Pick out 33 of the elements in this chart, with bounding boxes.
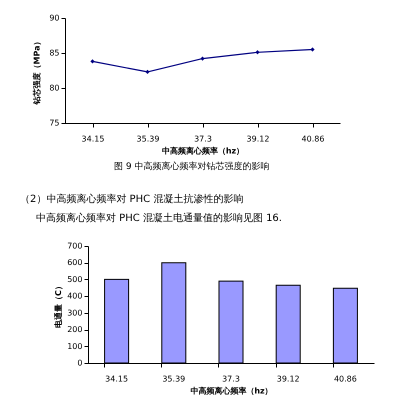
x-tick-label: 37.3 (222, 374, 240, 384)
y-tick-label: 500 (67, 274, 82, 284)
y-tick-label: 75 (49, 118, 60, 128)
y-tick-label: 200 (67, 325, 82, 334)
x-tick-label: 39.12 (276, 374, 300, 384)
x-tick-label: 34.15 (105, 374, 128, 384)
x-axis-title: 中高频离心频率（hz） (190, 386, 273, 396)
point (200, 56, 205, 61)
x-tick-label: 34.15 (82, 134, 104, 144)
y-axis-title: 电通量（C） (54, 282, 64, 328)
caption: 图 9 中高频离心频率对钻芯强度的影响 (114, 160, 270, 173)
x-axis-title: 中高频离心频率（hz） (162, 146, 244, 156)
y-tick-label: 0 (77, 358, 82, 368)
x-tick-label: 39.12 (246, 134, 270, 144)
x-tick-label: 40.86 (334, 374, 357, 384)
y-tick-label: 700 (67, 242, 82, 250)
x-tick-label: 35.39 (136, 134, 160, 144)
y-tick-label: 400 (67, 292, 82, 301)
y-tick-label: 85 (49, 48, 60, 58)
y-tick-label: 100 (67, 342, 82, 351)
text: （2）中高频离心频率对 PHC 混凝土抗渗性的影响 (20, 192, 244, 206)
point (310, 47, 315, 52)
x-tick-label: 37.3 (194, 134, 212, 144)
y-tick-label: 300 (67, 308, 82, 318)
x-tick-label: 40.86 (302, 134, 324, 144)
x-tick-label: 35.39 (162, 374, 186, 384)
y-axis-title: 钻芯强度（MPa） (31, 37, 42, 106)
y-tick-label: 600 (67, 258, 82, 268)
y-tick-label: 90 (49, 14, 60, 22)
point (145, 70, 150, 74)
text: 中高频离心频率对 PHC 混凝土电通量值的影响见图 16. (36, 212, 282, 225)
y-tick-label: 80 (49, 84, 60, 92)
point (90, 59, 95, 64)
